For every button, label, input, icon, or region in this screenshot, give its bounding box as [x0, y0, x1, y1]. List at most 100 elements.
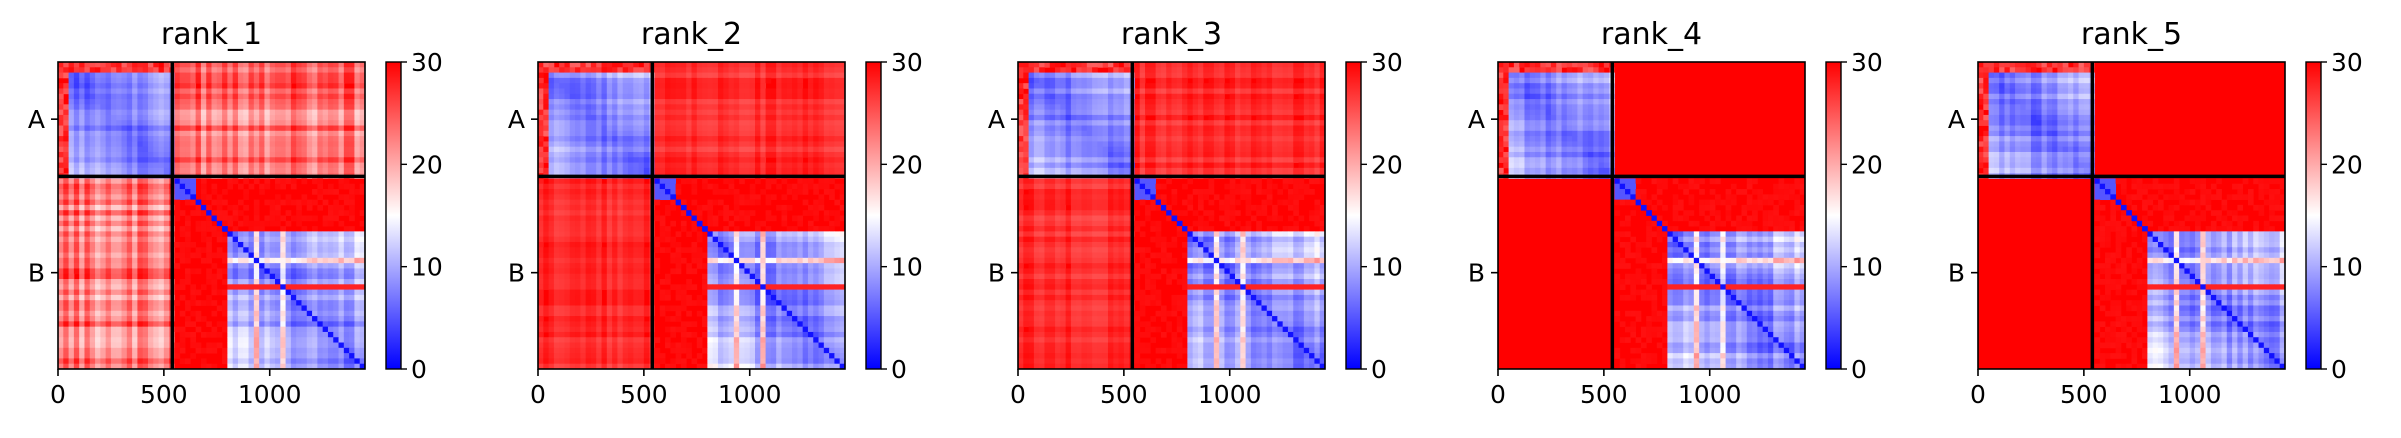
heatmap-cell — [137, 279, 144, 285]
heatmap-cell — [612, 183, 618, 190]
heatmap-cell — [606, 104, 613, 111]
heatmap-cell — [580, 167, 587, 174]
heatmap-cell — [717, 141, 724, 148]
heatmap-cell — [834, 99, 841, 105]
heatmap-cell — [227, 120, 234, 126]
heatmap-cell — [596, 136, 602, 142]
heatmap-cell — [269, 130, 276, 137]
heatmap-cell — [665, 67, 671, 73]
heatmap-cell — [575, 77, 581, 84]
heatmap-cell — [132, 93, 138, 100]
heatmap-cell — [543, 236, 549, 243]
heatmap-cell — [338, 157, 345, 163]
heatmap-cell — [538, 130, 544, 137]
heatmap-cell — [633, 204, 639, 211]
heatmap-cell — [126, 67, 133, 73]
heatmap-cell — [622, 99, 629, 105]
heatmap-cell — [359, 72, 366, 79]
heatmap-cell — [622, 62, 629, 68]
heatmap-cell — [95, 125, 101, 132]
heatmap-cell — [253, 199, 260, 206]
heatmap-cell — [755, 167, 761, 174]
heatmap-cell — [195, 310, 202, 317]
heatmap-cell — [807, 141, 814, 148]
heatmap-cell — [179, 93, 186, 100]
heatmap-cell — [68, 279, 75, 285]
heatmap-cell — [248, 151, 255, 158]
heatmap-cell — [227, 321, 234, 328]
heatmap-cell — [100, 326, 107, 333]
heatmap-cell — [359, 358, 366, 365]
heatmap-cell — [585, 189, 592, 195]
heatmap-cell — [137, 77, 144, 84]
heatmap-cell — [585, 194, 592, 201]
heatmap-cell — [760, 88, 766, 95]
heatmap-cell — [343, 331, 350, 338]
heatmap-cell — [153, 257, 159, 264]
heatmap-cell — [73, 104, 80, 111]
heatmap-cell — [200, 136, 207, 142]
heatmap-cell — [121, 310, 128, 317]
heatmap-cell — [638, 189, 645, 195]
heatmap-cell — [686, 231, 692, 238]
heatmap-cell — [823, 183, 830, 190]
heatmap-cell — [126, 199, 133, 206]
heatmap-cell — [749, 183, 756, 190]
heatmap-cell — [786, 67, 793, 73]
heatmap-cell — [296, 284, 302, 290]
heatmap-cell — [121, 337, 128, 343]
heatmap-cell — [333, 331, 339, 338]
heatmap-cell — [596, 189, 602, 195]
heatmap-cell — [813, 183, 819, 190]
heatmap-cell — [301, 109, 308, 116]
heatmap-cell — [243, 83, 249, 89]
heatmap-cell — [105, 316, 112, 322]
heatmap-cell — [89, 114, 96, 121]
heatmap-cell — [285, 326, 292, 333]
heatmap-cell — [58, 331, 64, 338]
heatmap-cell — [733, 62, 740, 68]
heatmap-cell — [627, 247, 634, 253]
heatmap-cell — [243, 273, 249, 280]
heatmap-cell — [132, 157, 138, 163]
heatmap-cell — [84, 151, 91, 158]
heatmap-cell — [195, 199, 202, 206]
heatmap-cell — [73, 226, 80, 232]
heatmap-cell — [84, 294, 91, 301]
heatmap-cell — [296, 358, 302, 365]
heatmap-cell — [275, 353, 281, 359]
heatmap-cell — [126, 247, 133, 253]
heatmap-cell — [538, 215, 544, 222]
heatmap-cell — [296, 252, 302, 259]
heatmap-cell — [206, 363, 212, 370]
heatmap-cell — [110, 120, 117, 126]
heatmap-cell — [333, 167, 339, 174]
heatmap-cell — [538, 157, 544, 163]
heatmap-cell — [349, 199, 355, 206]
heatmap-cell — [126, 93, 133, 100]
heatmap-cell — [733, 167, 740, 174]
heatmap-cell — [580, 189, 587, 195]
heatmap-cell — [834, 210, 841, 216]
heatmap-cell — [158, 300, 165, 306]
heatmap-cell — [354, 72, 361, 79]
heatmap-cell — [538, 252, 544, 259]
heatmap-cell — [121, 88, 128, 95]
heatmap-cell — [665, 99, 671, 105]
heatmap-cell — [322, 215, 329, 222]
heatmap-cell — [79, 162, 85, 169]
heatmap-cell — [227, 294, 234, 301]
heatmap-cell — [776, 236, 782, 243]
heatmap-cell — [797, 231, 804, 238]
heatmap-cell — [222, 120, 228, 126]
heatmap-cell — [280, 77, 286, 84]
heatmap-cell — [290, 252, 297, 259]
heatmap-cell — [68, 289, 75, 296]
heatmap-cell — [786, 167, 793, 174]
heatmap-cell — [548, 62, 555, 68]
heatmap-cell — [147, 257, 154, 264]
heatmap-cell — [296, 62, 302, 68]
heatmap-cell — [781, 178, 788, 185]
heatmap-cell — [596, 125, 602, 132]
heatmap-cell — [243, 130, 249, 137]
